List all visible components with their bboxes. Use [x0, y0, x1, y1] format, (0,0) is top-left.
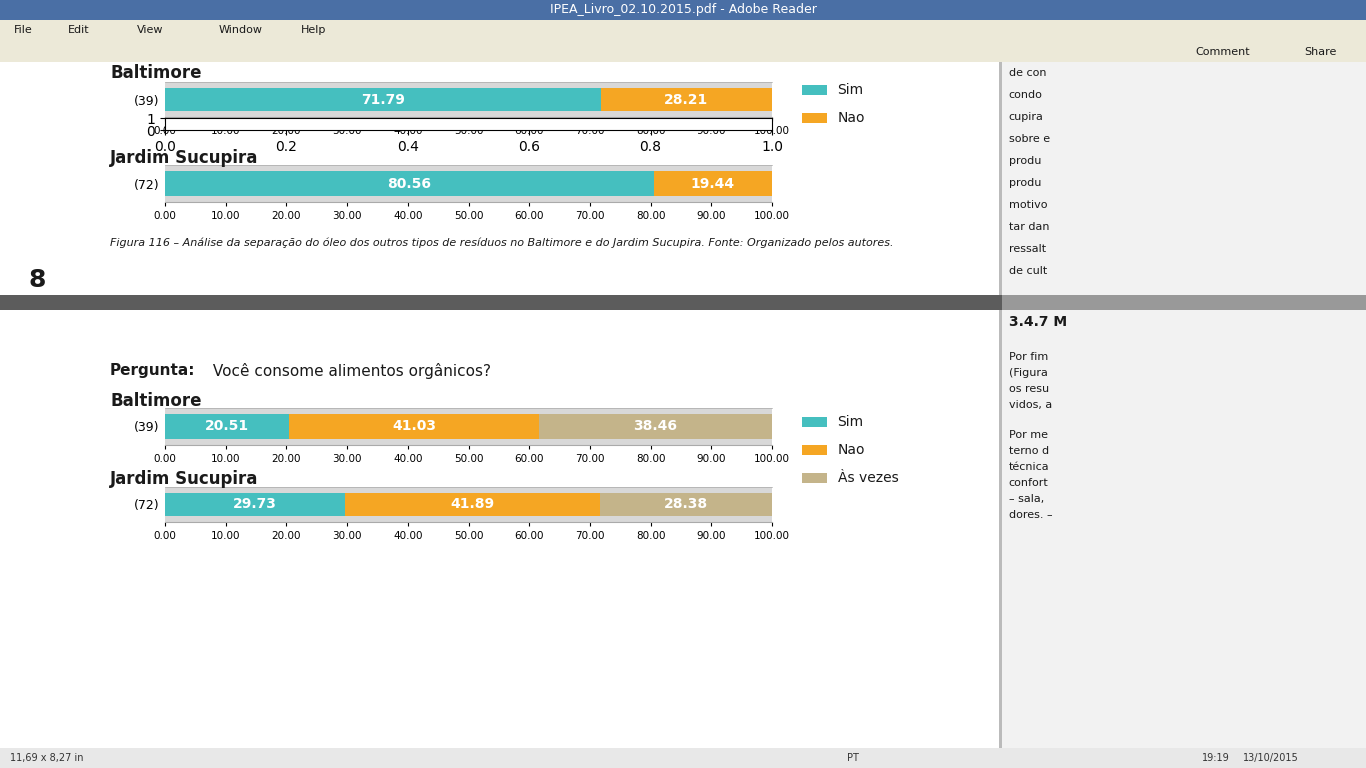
Text: vidos, a: vidos, a — [1009, 400, 1052, 410]
Text: sobre e: sobre e — [1009, 134, 1050, 144]
Text: 28.38: 28.38 — [664, 498, 708, 511]
Text: Nao: Nao — [837, 443, 865, 457]
Bar — [290, 415, 538, 439]
Text: Por fim: Por fim — [1009, 352, 1048, 362]
Text: cupira: cupira — [1009, 112, 1044, 122]
Text: 19:19: 19:19 — [1202, 753, 1229, 763]
Text: 71.79: 71.79 — [361, 92, 404, 107]
Text: Jardim Sucupira: Jardim Sucupira — [111, 470, 258, 488]
Text: Baltimore: Baltimore — [111, 392, 202, 410]
Text: Help: Help — [301, 25, 326, 35]
Text: Jardim Sucupira: Jardim Sucupira — [111, 149, 258, 167]
Text: 41.03: 41.03 — [392, 419, 436, 433]
Text: Sim: Sim — [837, 83, 863, 97]
Text: 28.21: 28.21 — [664, 92, 709, 107]
Text: IPEA_Livro_02.10.2015.pdf - Adobe Reader: IPEA_Livro_02.10.2015.pdf - Adobe Reader — [549, 4, 817, 16]
Bar — [165, 493, 346, 516]
Text: terno d: terno d — [1009, 446, 1049, 456]
Bar — [538, 415, 772, 439]
Text: File: File — [14, 25, 33, 35]
Text: PT: PT — [847, 753, 859, 763]
Text: 29.73: 29.73 — [234, 498, 277, 511]
Text: de con: de con — [1009, 68, 1046, 78]
Text: 11,69 x 8,27 in: 11,69 x 8,27 in — [10, 753, 83, 763]
Text: View: View — [137, 25, 163, 35]
Text: ressalt: ressalt — [1009, 244, 1046, 254]
Bar — [346, 493, 600, 516]
Text: Comment: Comment — [1195, 47, 1250, 57]
Text: Às vezes: Às vezes — [837, 471, 899, 485]
Text: Share: Share — [1305, 47, 1337, 57]
Bar — [600, 493, 772, 516]
Bar — [601, 88, 772, 111]
Bar — [165, 415, 290, 439]
Text: confort: confort — [1009, 478, 1049, 488]
Text: os resu: os resu — [1009, 384, 1049, 394]
Text: 80.56: 80.56 — [388, 177, 432, 190]
Text: Você consome alimentos orgânicos?: Você consome alimentos orgânicos? — [209, 363, 492, 379]
Text: condo: condo — [1009, 90, 1042, 100]
Text: produ: produ — [1009, 178, 1041, 188]
Text: 3.4.7 M: 3.4.7 M — [1009, 315, 1067, 329]
Text: 38.46: 38.46 — [634, 419, 678, 433]
Text: 8: 8 — [27, 268, 45, 292]
Text: tar dan: tar dan — [1009, 222, 1049, 232]
Text: Por me: Por me — [1009, 430, 1048, 440]
Text: Baltimore: Baltimore — [111, 64, 202, 82]
Text: Pergunta:: Pergunta: — [111, 363, 195, 378]
Text: 13/10/2015: 13/10/2015 — [1243, 753, 1299, 763]
Text: dores. –: dores. – — [1009, 510, 1052, 520]
Text: (Figura: (Figura — [1009, 368, 1048, 378]
Text: 20.51: 20.51 — [205, 419, 250, 433]
Text: Window: Window — [219, 25, 262, 35]
Text: 41.89: 41.89 — [451, 498, 494, 511]
Text: Nao: Nao — [837, 111, 865, 125]
Text: Figura 116 – Análise da separação do óleo dos outros tipos de resíduos no Baltim: Figura 116 – Análise da separação do óle… — [111, 238, 893, 249]
Text: Edit: Edit — [68, 25, 90, 35]
Text: Sim: Sim — [837, 415, 863, 429]
Bar — [165, 88, 601, 111]
Text: 19.44: 19.44 — [691, 177, 735, 190]
Text: técnica: técnica — [1009, 462, 1049, 472]
Text: – sala,: – sala, — [1009, 494, 1044, 504]
Text: de cult: de cult — [1009, 266, 1048, 276]
Text: motivo: motivo — [1009, 200, 1048, 210]
Text: produ: produ — [1009, 156, 1041, 166]
Bar — [165, 171, 654, 196]
Bar — [654, 171, 772, 196]
